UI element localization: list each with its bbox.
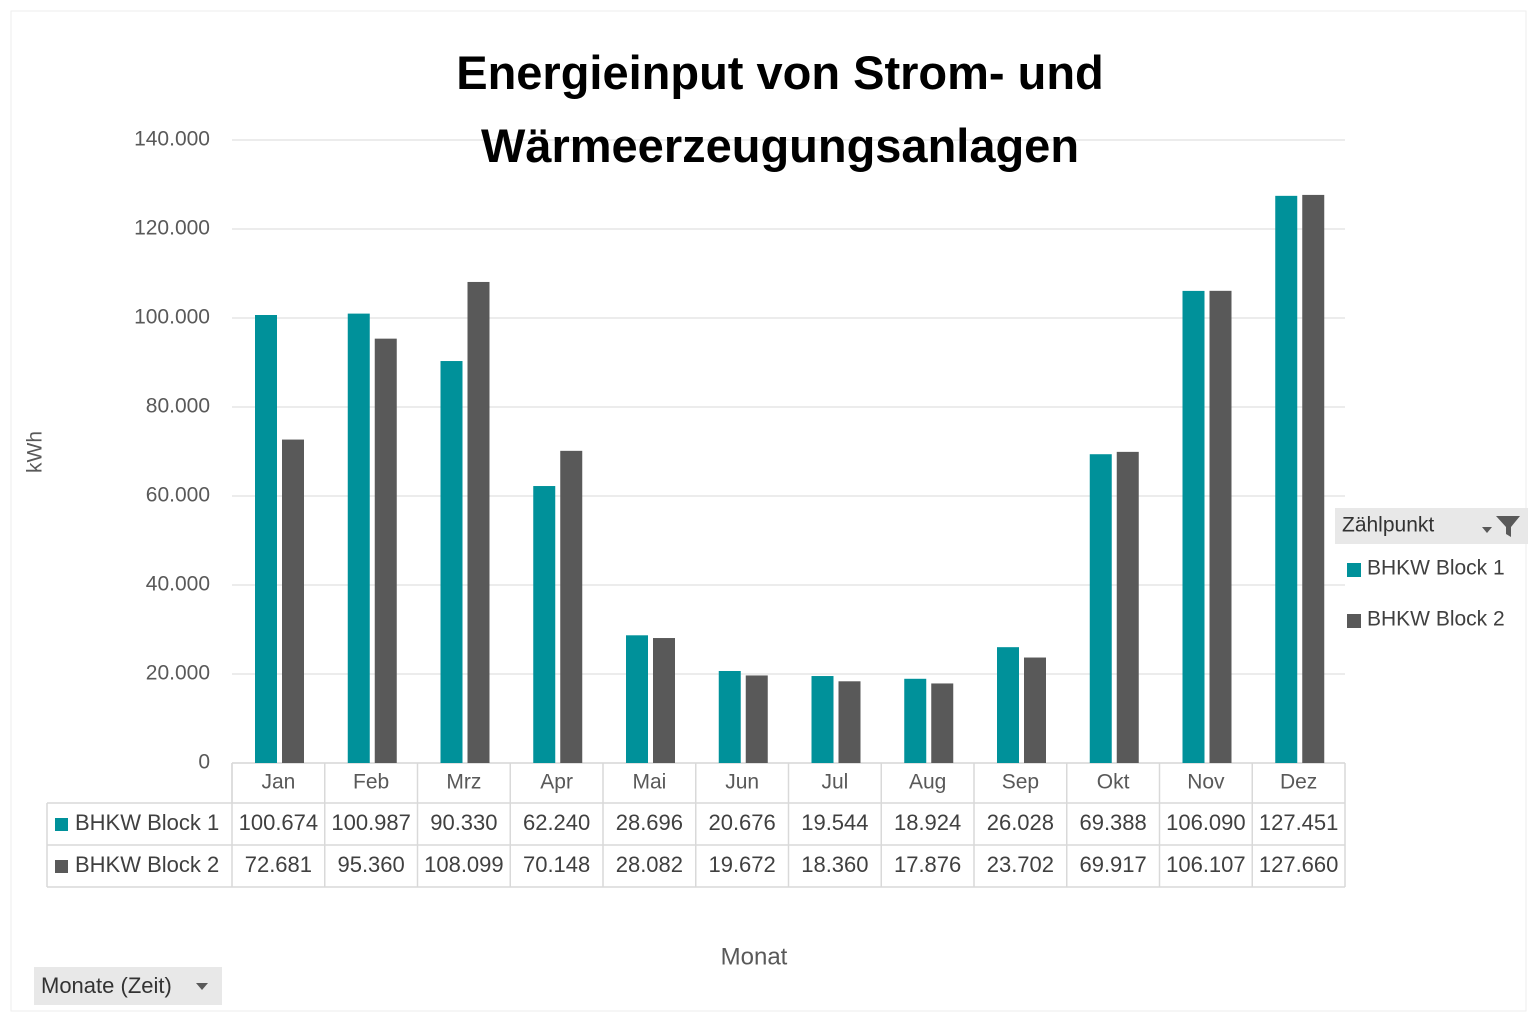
- x-tick-label: Dez: [1280, 771, 1317, 794]
- table-value: 106.107: [1166, 852, 1246, 877]
- bar: [626, 635, 648, 763]
- table-value: 69.917: [1079, 852, 1146, 877]
- field-button-label: Monate (Zeit): [41, 973, 172, 998]
- table-value: 19.544: [801, 810, 868, 835]
- table-value: 23.702: [987, 852, 1054, 877]
- x-axis-label: Monat: [721, 943, 788, 970]
- table-value: 62.240: [523, 810, 590, 835]
- x-tick-label: Aug: [909, 771, 946, 794]
- y-axis-label: kWh: [24, 431, 47, 473]
- table-value: 28.696: [616, 810, 683, 835]
- table-value: 28.082: [616, 852, 683, 877]
- bar: [718, 670, 741, 763]
- table-series-name: BHKW Block 1: [75, 810, 219, 835]
- bar: [1275, 195, 1298, 764]
- table-value: 70.148: [523, 852, 590, 877]
- x-tick-label: Feb: [353, 771, 389, 794]
- dropdown-arrow: [196, 983, 208, 990]
- filter-icon[interactable]: [1482, 516, 1520, 537]
- table-value: 108.099: [424, 852, 504, 877]
- bar: [282, 439, 304, 763]
- bar: [440, 361, 463, 763]
- y-tick-label: 0: [198, 751, 210, 774]
- x-tick-label: Jun: [725, 771, 759, 794]
- table-value: 127.660: [1259, 852, 1339, 877]
- table-value: 18.360: [801, 852, 868, 877]
- bar: [1024, 657, 1046, 763]
- bar: [838, 681, 861, 763]
- legend-key: [55, 860, 68, 873]
- table-value: 127.451: [1259, 810, 1339, 835]
- legend-header[interactable]: [1335, 508, 1528, 544]
- x-tick-label: Jul: [821, 771, 848, 794]
- y-tick-label: 80.000: [146, 395, 210, 418]
- table-series-name: BHKW Block 2: [75, 852, 219, 877]
- legend-label: BHKW Block 1: [1367, 557, 1505, 580]
- x-tick-label: Nov: [1187, 771, 1225, 794]
- table-value: 72.681: [245, 852, 312, 877]
- table-value: 69.388: [1079, 810, 1146, 835]
- x-tick-label: Okt: [1097, 771, 1130, 794]
- table-value: 100.987: [331, 810, 411, 835]
- table-value: 106.090: [1166, 810, 1246, 835]
- x-tick-label: Sep: [1002, 771, 1039, 794]
- bar: [931, 683, 954, 763]
- y-tick-label: 140.000: [134, 128, 210, 151]
- chart-title: Energieinput von Strom- und Wärmeerzeugu…: [456, 46, 1104, 172]
- bar: [745, 675, 768, 763]
- bar: [255, 315, 277, 763]
- table-value: 18.924: [894, 810, 961, 835]
- y-tick-label: 40.000: [146, 573, 210, 596]
- bar: [1182, 290, 1205, 763]
- legend-key: [1347, 563, 1361, 577]
- bar: [1302, 194, 1325, 764]
- table-value: 95.360: [337, 852, 404, 877]
- bar: [904, 678, 927, 763]
- legend-key: [1347, 614, 1361, 628]
- legend-label: BHKW Block 2: [1367, 608, 1505, 631]
- table-value: 90.330: [430, 810, 497, 835]
- bar: [1116, 451, 1139, 763]
- y-tick-label: 120.000: [134, 217, 210, 240]
- legend-title: Zählpunkt: [1342, 514, 1434, 537]
- x-tick-label: Mrz: [446, 771, 481, 794]
- bar: [811, 676, 834, 763]
- bar: [997, 647, 1019, 763]
- bar: [374, 338, 397, 763]
- bar: [560, 450, 583, 763]
- bar: [347, 313, 370, 763]
- x-tick-label: Jan: [261, 771, 295, 794]
- bar: [467, 281, 490, 763]
- bar: [1089, 454, 1112, 763]
- bar: [533, 486, 556, 763]
- x-tick-label: Apr: [540, 771, 573, 794]
- bar: [1209, 290, 1232, 763]
- y-tick-label: 60.000: [146, 484, 210, 507]
- table-value: 19.672: [708, 852, 775, 877]
- table-value: 17.876: [894, 852, 961, 877]
- field-button[interactable]: [34, 967, 222, 1005]
- y-tick-label: 20.000: [146, 662, 210, 685]
- table-value: 26.028: [987, 810, 1054, 835]
- table-value: 100.674: [239, 810, 319, 835]
- x-tick-label: Mai: [632, 771, 666, 794]
- y-tick-label: 100.000: [134, 306, 210, 329]
- bar: [653, 638, 675, 763]
- table-value: 20.676: [708, 810, 775, 835]
- legend-key: [55, 818, 68, 831]
